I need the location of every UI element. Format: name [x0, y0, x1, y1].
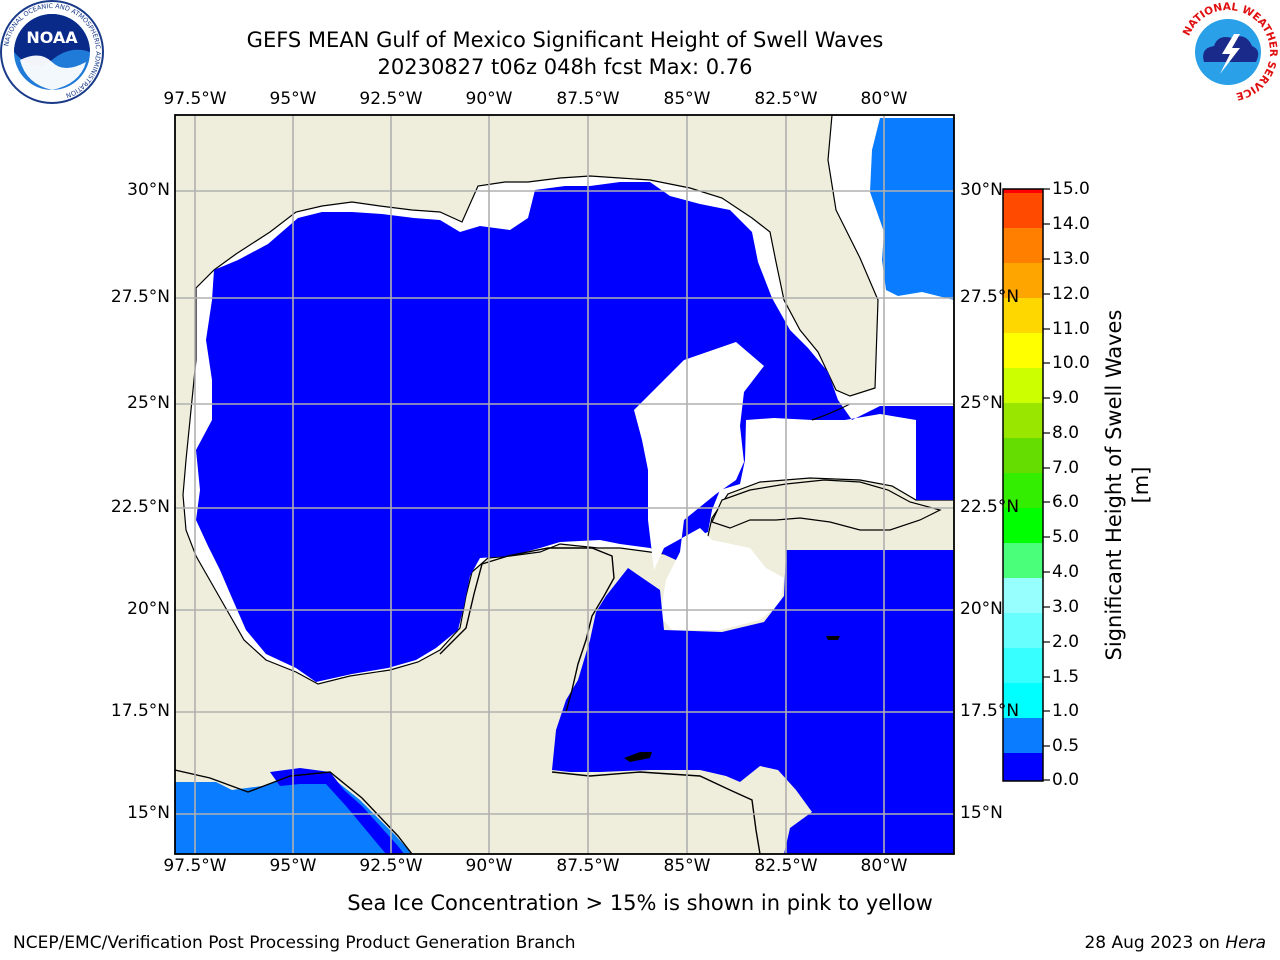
lon-label-bottom: 90°W	[465, 856, 513, 876]
footer-host: Hera	[1225, 933, 1266, 953]
lat-label-right: 25°N	[960, 393, 1003, 413]
colorbar-tick-label: 5.0	[1052, 527, 1080, 547]
colorbar-bin	[1003, 613, 1043, 648]
footer-date: 28 Aug 2023 on Hera	[1084, 933, 1266, 953]
map-frame	[174, 114, 955, 855]
lon-label-top: 85°W	[663, 89, 711, 109]
lon-label-bottom: 95°W	[269, 856, 317, 876]
lat-label-right: 27.5°N	[960, 287, 1020, 307]
lon-label-top: 80°W	[860, 89, 908, 109]
lat-label-right: 30°N	[960, 180, 1003, 200]
colorbar-tick-label: 1.5	[1052, 667, 1080, 687]
lat-label-left: 20°N	[127, 599, 170, 619]
colorbar-tick-label: 10.0	[1052, 353, 1090, 373]
florida-keys	[811, 403, 851, 421]
lon-label-top: 92.5°W	[359, 89, 423, 109]
jamaica-island	[826, 636, 840, 640]
footer-org: NCEP/EMC/Verification Post Processing Pr…	[13, 933, 576, 953]
lat-label-left: 17.5°N	[110, 701, 170, 721]
caribbean-swell-low	[552, 550, 954, 854]
lat-label-left: 22.5°N	[110, 497, 170, 517]
colorbar-bin	[1003, 753, 1043, 781]
colorbar-bin	[1003, 189, 1043, 193]
colorbar-bin	[1003, 403, 1043, 438]
noaa-logo-text: NOAA	[26, 28, 78, 47]
colorbar-frame	[1002, 188, 1044, 782]
lat-label-right: 20°N	[960, 599, 1003, 619]
colorbar-tick-label: 1.0	[1052, 701, 1080, 721]
lat-label-right: 15°N	[960, 803, 1003, 823]
lon-label-bottom: 85°W	[663, 856, 711, 876]
colorbar-tick-label: 13.0	[1052, 249, 1090, 269]
colorbar-ticks	[1043, 188, 1050, 781]
cayman-island	[624, 752, 652, 762]
colorbar-bin	[1003, 263, 1043, 298]
chart-title: GEFS MEAN Gulf of Mexico Significant Hei…	[246, 28, 884, 52]
map-gridlines	[175, 115, 954, 854]
lon-label-top: 95°W	[269, 89, 317, 109]
colorbar-tick-label: 0.5	[1052, 736, 1080, 756]
lon-label-bottom: 97.5°W	[163, 856, 227, 876]
footer-date-text: 28 Aug 2023 on	[1084, 933, 1226, 953]
colorbar-title: Significant Height of Swell Waves [m]	[1102, 309, 1153, 661]
colorbar-bin	[1003, 683, 1043, 718]
lat-label-left: 27.5°N	[110, 287, 170, 307]
colorbar-bin	[1003, 508, 1043, 543]
lon-label-bottom: 80°W	[860, 856, 908, 876]
colorbar-bin	[1003, 438, 1043, 473]
colorbar-tick-label: 3.0	[1052, 597, 1080, 617]
lat-label-left: 30°N	[127, 180, 170, 200]
colorbar-bin	[1003, 648, 1043, 683]
atlantic-swell-mid-patch	[896, 188, 954, 262]
colorbar-bin	[1003, 193, 1043, 228]
colorbar-tick-label: 11.0	[1052, 319, 1090, 339]
colorbar-bin	[1003, 473, 1043, 508]
noaa-logo: NATIONAL OCEANIC AND ATMOSPHERIC ADMINIS…	[0, 0, 104, 104]
lon-label-bottom: 82.5°W	[754, 856, 818, 876]
pacific-coastline	[175, 769, 413, 854]
lat-label-right: 22.5°N	[960, 497, 1020, 517]
lat-label-left: 25°N	[127, 393, 170, 413]
colorbar-bin	[1003, 543, 1043, 578]
colorbar-tick-label: 9.0	[1052, 388, 1080, 408]
gulf-swell-low	[196, 182, 954, 682]
lon-label-bottom: 87.5°W	[556, 856, 620, 876]
nws-logo: NATIONAL WEATHER SERVICE	[1178, 1, 1279, 102]
lat-label-right: 17.5°N	[960, 701, 1020, 721]
yucatan-coastline	[439, 547, 615, 713]
colorbar-tick-label: 6.0	[1052, 492, 1080, 512]
colorbar-tick-label: 4.0	[1052, 562, 1080, 582]
colorbar-tick-label: 8.0	[1052, 423, 1080, 443]
lat-label-left: 15°N	[127, 803, 170, 823]
colorbar-bin	[1003, 718, 1043, 753]
colorbar-bin	[1003, 368, 1043, 403]
pacific-swell-low	[270, 768, 404, 854]
lon-label-top: 97.5°W	[163, 89, 227, 109]
lon-label-top: 87.5°W	[556, 89, 620, 109]
colorbar-tick-label: 14.0	[1052, 214, 1090, 234]
colorbar-tick-label: 15.0	[1052, 179, 1090, 199]
chart-subtitle: 20230827 t06z 048h fcst Max: 0.76	[377, 55, 753, 79]
colorbar-bin	[1003, 228, 1043, 263]
lon-label-top: 82.5°W	[754, 89, 818, 109]
central-no-data-blob	[634, 342, 784, 630]
colorbar-bin	[1003, 333, 1043, 368]
cuba-landmass	[711, 479, 942, 531]
sea-ice-note: Sea Ice Concentration > 15% is shown in …	[347, 891, 933, 915]
central-america-coastline	[551, 771, 761, 854]
lon-label-bottom: 92.5°W	[359, 856, 423, 876]
lon-label-top: 90°W	[465, 89, 513, 109]
colorbar-bin	[1003, 298, 1043, 333]
colorbar-tick-label: 7.0	[1052, 458, 1080, 478]
colorbar-tick-label: 0.0	[1052, 770, 1080, 790]
colorbar-tick-label: 12.0	[1052, 284, 1090, 304]
colorbar-tick-label: 2.0	[1052, 632, 1080, 652]
colorbar-bin	[1003, 578, 1043, 613]
colorbar	[1002, 188, 1044, 782]
